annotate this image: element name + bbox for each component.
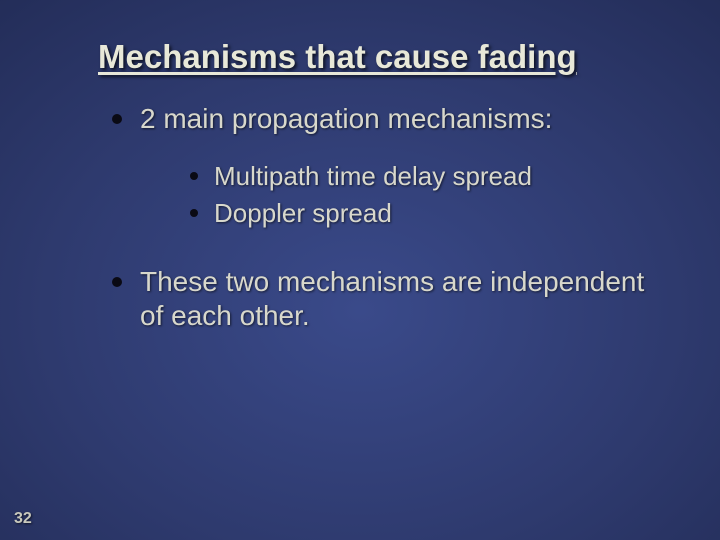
bullet-lvl1: 2 main propagation mechanisms: — [112, 102, 664, 136]
bullet-lvl2-group: Multipath time delay spread Doppler spre… — [190, 160, 664, 229]
bullet-lvl2: Doppler spread — [190, 197, 664, 230]
bullet-text: 2 main propagation mechanisms: — [140, 102, 552, 136]
bullet-text: Doppler spread — [214, 197, 392, 230]
bullet-dot-icon — [190, 172, 198, 180]
bullet-dot-icon — [112, 277, 122, 287]
slide-title: Mechanisms that cause fading — [98, 38, 664, 76]
bullet-text: These two mechanisms are independent of … — [140, 265, 664, 333]
slide: Mechanisms that cause fading 2 main prop… — [0, 0, 720, 540]
bullet-dot-icon — [190, 209, 198, 217]
bullet-dot-icon — [112, 114, 122, 124]
bullet-lvl1: These two mechanisms are independent of … — [112, 265, 664, 333]
page-number: 32 — [14, 510, 32, 528]
bullet-text: Multipath time delay spread — [214, 160, 532, 193]
bullet-lvl2: Multipath time delay spread — [190, 160, 664, 193]
